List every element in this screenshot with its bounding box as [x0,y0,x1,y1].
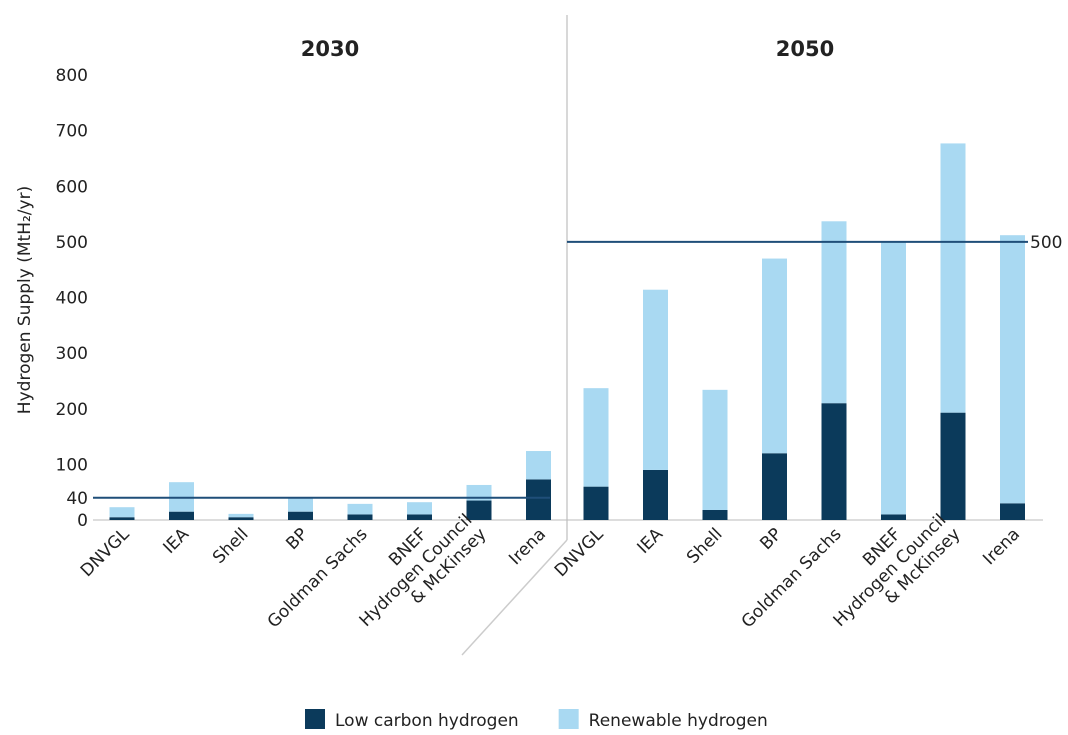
bar-segment [702,509,728,520]
x-tick-label: IEA [160,524,194,558]
x-tick-label: Shell [209,524,252,567]
y-tick-label: 200 [56,400,88,420]
x-tick-label: BP [282,524,312,554]
x-tick-label: Hydrogen Council& McKinsey [356,510,491,645]
bar-segment [288,511,313,520]
bar-segment [228,513,254,518]
bar-segment [526,451,551,480]
bar-segment [643,289,668,470]
bar-segment [881,514,906,520]
legend-label: Low carbon hydrogen [335,711,519,731]
bar-segment [583,486,609,520]
y-tick-label: 700 [56,122,88,142]
bar-segment [940,143,966,413]
bar-segment [583,388,609,487]
bar-segment [881,241,906,515]
bar-segment [228,517,254,520]
y-tick-label: 500 [56,233,88,253]
bar-segment [347,503,373,515]
bar-segment [407,514,432,520]
x-tick-label: Irena [505,524,550,569]
x-tick-label: DNVGL [77,524,134,581]
bar-segment [169,511,194,520]
panel-title: 2030 [301,37,359,61]
y-tick-label: 0 [77,511,88,531]
panel-divider [461,539,568,656]
bar-segment [940,412,966,520]
bar-segment [1000,503,1025,520]
bar-segment [407,502,432,515]
y-tick-label: 100 [56,455,88,475]
bar-segment [643,469,668,520]
bar-segment [466,484,492,501]
y-tick-label: 300 [56,344,88,364]
bar-segment [347,514,373,520]
legend-label: Renewable hydrogen [589,711,768,731]
x-tick-label: Shell [683,524,726,567]
y-axis-label: Hydrogen Supply (MtH₂/yr) [15,186,35,414]
bar-segment [821,403,847,520]
x-tick-label: IEA [634,524,668,558]
reference-label: 500 [1030,233,1062,253]
legend-swatch [558,709,579,729]
bar-segment [109,507,135,518]
bar-segment [1000,235,1025,504]
bar-segment [466,500,492,520]
bar-segment [526,479,551,520]
legend-swatch [305,709,325,729]
x-tick-label: DNVGL [551,524,608,581]
bar-segment [821,221,847,404]
y-tick-label: 40 [66,489,88,509]
bar-segment [702,389,728,510]
bar-segment [109,517,135,520]
x-tick-label: Irena [979,524,1024,569]
bar-segment [762,453,787,520]
x-tick-label: BP [756,524,786,554]
x-tick-label: Hydrogen Council& McKinsey [830,510,965,645]
y-tick-label: 600 [56,177,88,197]
y-tick-label: 400 [56,289,88,309]
bar-segment [762,258,787,454]
bar-segment [288,497,313,512]
y-tick-label: 800 [56,66,88,86]
panel-title: 2050 [776,37,834,61]
